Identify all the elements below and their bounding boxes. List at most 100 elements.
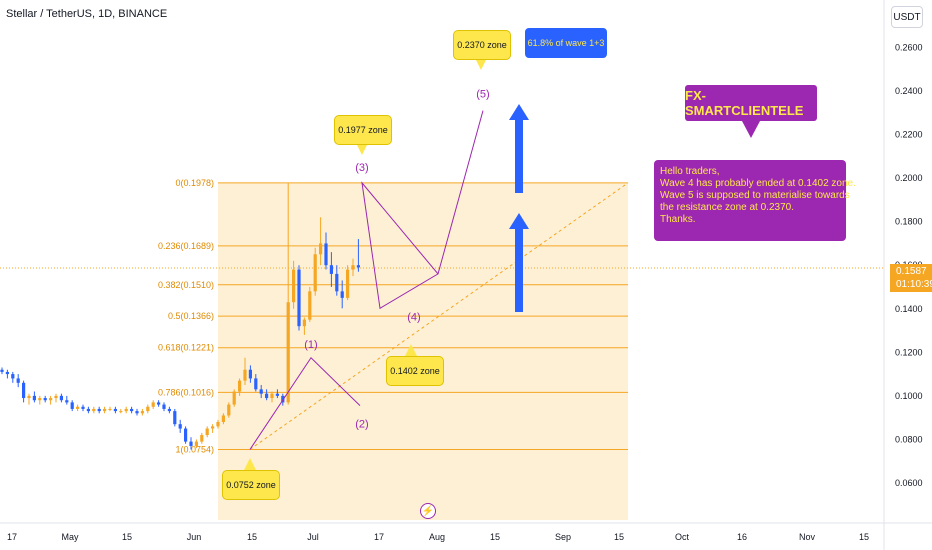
x-tick-label: 15 bbox=[490, 532, 500, 542]
y-tick-label: 0.1200 bbox=[895, 347, 923, 357]
candle-body bbox=[59, 395, 63, 401]
fib-level-label: 0(0.1978) bbox=[175, 178, 214, 188]
candle-body bbox=[340, 291, 344, 298]
current-price-tag: 0.1587 01:10:39 bbox=[890, 264, 932, 292]
y-tick-label: 0.1400 bbox=[895, 304, 923, 314]
candle-body bbox=[302, 319, 306, 327]
x-tick-label: 15 bbox=[614, 532, 624, 542]
candle-body bbox=[248, 369, 252, 379]
brand-pointer bbox=[742, 121, 760, 138]
candle-body bbox=[86, 408, 90, 412]
wave-label: (5) bbox=[476, 89, 489, 101]
candle-body bbox=[130, 408, 134, 412]
candle-body bbox=[16, 378, 20, 383]
wave-label: (4) bbox=[407, 311, 420, 323]
candle-body bbox=[335, 273, 339, 292]
x-tick-label: 15 bbox=[122, 532, 132, 542]
callout-pointer bbox=[356, 143, 368, 155]
brand-label: FX-SMARTCLIENTELE bbox=[685, 85, 817, 121]
fib-level-label: 1(0.0754) bbox=[175, 444, 214, 454]
candle-body bbox=[319, 243, 323, 255]
idea-line: Hello traders, bbox=[660, 166, 720, 177]
wave-label: (1) bbox=[304, 339, 317, 351]
candle-body bbox=[232, 391, 236, 405]
wave-path bbox=[249, 356, 361, 450]
callout-0-0752: 0.0752 zone bbox=[222, 470, 280, 500]
candle-body bbox=[151, 402, 155, 407]
callout-pointer bbox=[244, 458, 256, 470]
x-tick-label: Oct bbox=[675, 532, 690, 542]
callout-0-1402: 0.1402 zone bbox=[386, 356, 444, 386]
y-tick-label: 0.1800 bbox=[895, 217, 923, 227]
y-tick-label: 0.2200 bbox=[895, 130, 923, 140]
candle-body bbox=[103, 408, 107, 412]
triangle-pattern bbox=[361, 181, 439, 310]
candle-body bbox=[281, 395, 285, 403]
candle-body bbox=[270, 393, 274, 399]
candle-body bbox=[286, 302, 290, 403]
candle-body bbox=[184, 428, 188, 442]
callout-pointer bbox=[475, 58, 487, 70]
y-tick-label: 0.2000 bbox=[895, 173, 923, 183]
candle-body bbox=[211, 426, 215, 429]
candle-body bbox=[265, 393, 269, 399]
candle-body bbox=[119, 411, 123, 413]
x-tick-label: Aug bbox=[429, 532, 445, 542]
x-tick-label: Jul bbox=[307, 532, 319, 542]
x-tick-label: Jun bbox=[187, 532, 202, 542]
wave-label: (3) bbox=[355, 162, 368, 174]
wave-label: (2) bbox=[355, 419, 368, 431]
candle-body bbox=[27, 395, 31, 399]
candle-body bbox=[173, 411, 177, 425]
candle-body bbox=[167, 408, 171, 412]
idea-line: Wave 5 is supposed to materialise toward… bbox=[660, 190, 850, 201]
y-tick-label: 0.0800 bbox=[895, 434, 923, 444]
idea-line: the resistance zone at 0.2370. bbox=[660, 202, 794, 213]
fib-level-label: 0.382(0.1510) bbox=[158, 280, 214, 290]
candle-body bbox=[254, 378, 258, 390]
idea-line: Thanks. bbox=[660, 214, 696, 225]
currency-button[interactable]: USDT bbox=[891, 6, 923, 28]
candle-body bbox=[205, 428, 209, 436]
candle-body bbox=[38, 398, 42, 401]
candle-body bbox=[11, 374, 15, 379]
x-tick-label: 17 bbox=[7, 532, 17, 542]
candle-body bbox=[189, 441, 193, 446]
candle-body bbox=[146, 406, 150, 412]
candle-body bbox=[351, 265, 355, 270]
candle-body bbox=[259, 389, 263, 394]
wave-five-projection bbox=[437, 110, 484, 275]
candle-body bbox=[113, 408, 117, 412]
upside-arrow-top bbox=[509, 104, 529, 193]
candle-body bbox=[54, 395, 58, 399]
candle-body bbox=[140, 411, 144, 414]
x-tick-label: 16 bbox=[737, 532, 747, 542]
candle-body bbox=[292, 269, 296, 303]
y-tick-label: 0.2600 bbox=[895, 42, 923, 52]
candle-body bbox=[178, 424, 182, 429]
candle-body bbox=[92, 408, 96, 412]
candle-body bbox=[97, 408, 101, 412]
candle-body bbox=[297, 269, 301, 327]
x-tick-label: 15 bbox=[247, 532, 257, 542]
candle-body bbox=[76, 406, 80, 409]
lightning-icon[interactable]: ⚡ bbox=[420, 503, 436, 519]
candle-body bbox=[135, 411, 139, 414]
y-tick-label: 0.0600 bbox=[895, 478, 923, 488]
fib-level-label: 0.5(0.1366) bbox=[168, 311, 214, 321]
x-tick-label: 15 bbox=[859, 532, 869, 542]
candle-body bbox=[329, 265, 333, 274]
candle-body bbox=[194, 441, 198, 446]
candle-body bbox=[124, 408, 128, 412]
dashed-trendline bbox=[249, 182, 629, 450]
fib-zone-fill bbox=[218, 182, 628, 520]
fib-level-label: 0.786(0.1016) bbox=[158, 387, 214, 397]
candle-body bbox=[356, 265, 360, 268]
x-tick-label: Sep bbox=[555, 532, 571, 542]
x-tick-label: May bbox=[61, 532, 79, 542]
candle-body bbox=[243, 369, 247, 381]
fib-extension-note: 61.8% of wave 1+3 bbox=[525, 28, 607, 58]
y-tick-label: 0.2400 bbox=[895, 86, 923, 96]
candle-body bbox=[308, 291, 312, 320]
